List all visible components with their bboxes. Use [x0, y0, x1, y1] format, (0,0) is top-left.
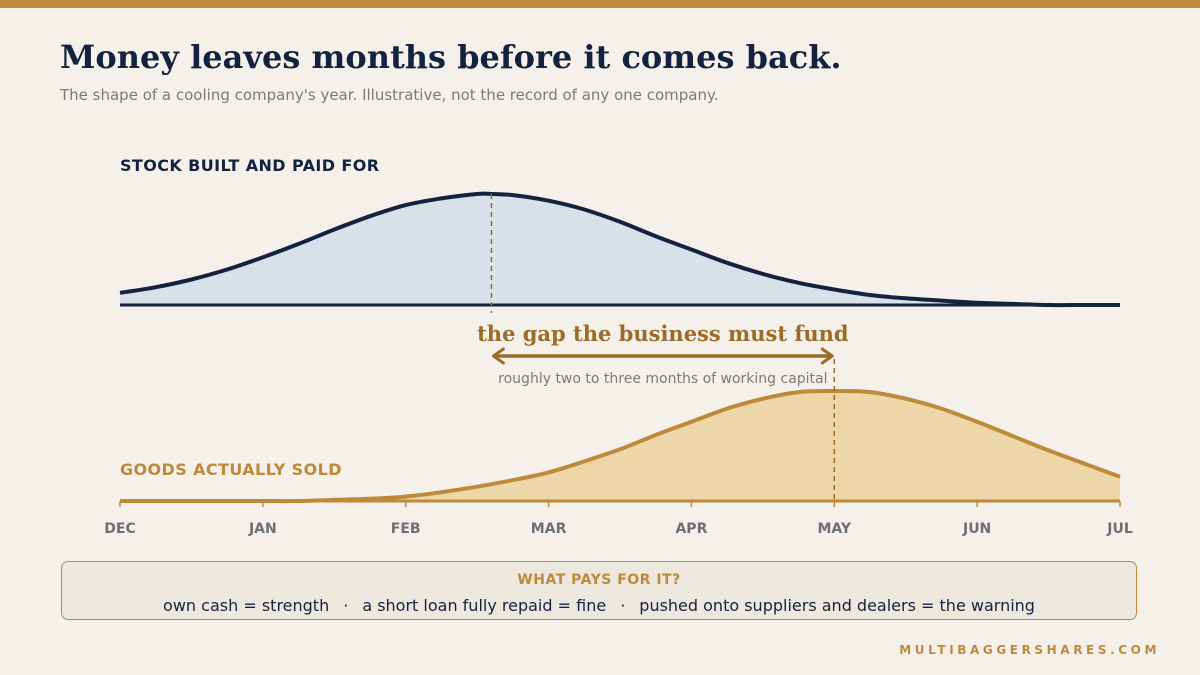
callout-item-term: a short loan fully repaid — [362, 596, 553, 615]
callout-items: own cash = strength · a short loan fully r… — [62, 596, 1136, 615]
callout-separator: · — [620, 596, 626, 615]
sold-series-line — [119, 388, 1121, 504]
x-tick-label: APR — [675, 521, 707, 537]
callout-equals: = — [557, 596, 572, 615]
callout-separator: · — [343, 596, 349, 615]
callout-item-term: pushed onto suppliers and dealers — [639, 596, 916, 615]
page-subtitle: The shape of a cooling company's year. I… — [60, 86, 719, 104]
top-accent-bar — [0, 0, 1200, 8]
x-tick-label: FEB — [391, 521, 421, 537]
stock-series-line — [119, 191, 1120, 308]
x-tick-label: MAR — [531, 521, 567, 537]
sold-series-label: GOODS ACTUALLY SOLD — [120, 460, 342, 479]
x-tick-label: MAY — [817, 521, 851, 537]
x-tick-label: JUL — [1106, 521, 1133, 537]
callout-equals: = — [921, 596, 935, 615]
gap-annotation-subtext: roughly two to three months of working c… — [498, 371, 827, 387]
page-title: Money leaves months before it comes back… — [60, 38, 842, 76]
gap-arrow-head-left — [491, 347, 505, 365]
gap-annotation-title: the gap the business must fund — [477, 321, 849, 346]
callout-heading: WHAT PAYS FOR IT? — [517, 572, 681, 588]
x-tick-label: JAN — [248, 521, 277, 537]
x-tick-label: JUN — [962, 521, 991, 537]
x-tick-label: DEC — [104, 521, 135, 537]
callout-item-verdict: fine — [576, 596, 607, 615]
callout-item-term: own cash — [163, 596, 239, 615]
sold-area-fill — [120, 390, 1120, 502]
callout-equals: = — [243, 596, 257, 615]
funding-callout-box: WHAT PAYS FOR IT? own cash = strength · a … — [61, 561, 1137, 620]
callout-item-verdict: strength — [261, 596, 330, 615]
stock-area-fill — [120, 193, 1120, 306]
callout-item-verdict: the warning — [939, 596, 1035, 615]
brand-wordmark: MULTIBAGGERSHARES.COM — [899, 643, 1160, 657]
gap-arrow-head-right — [820, 347, 834, 365]
stock-series-label: STOCK BUILT AND PAID FOR — [120, 156, 379, 175]
